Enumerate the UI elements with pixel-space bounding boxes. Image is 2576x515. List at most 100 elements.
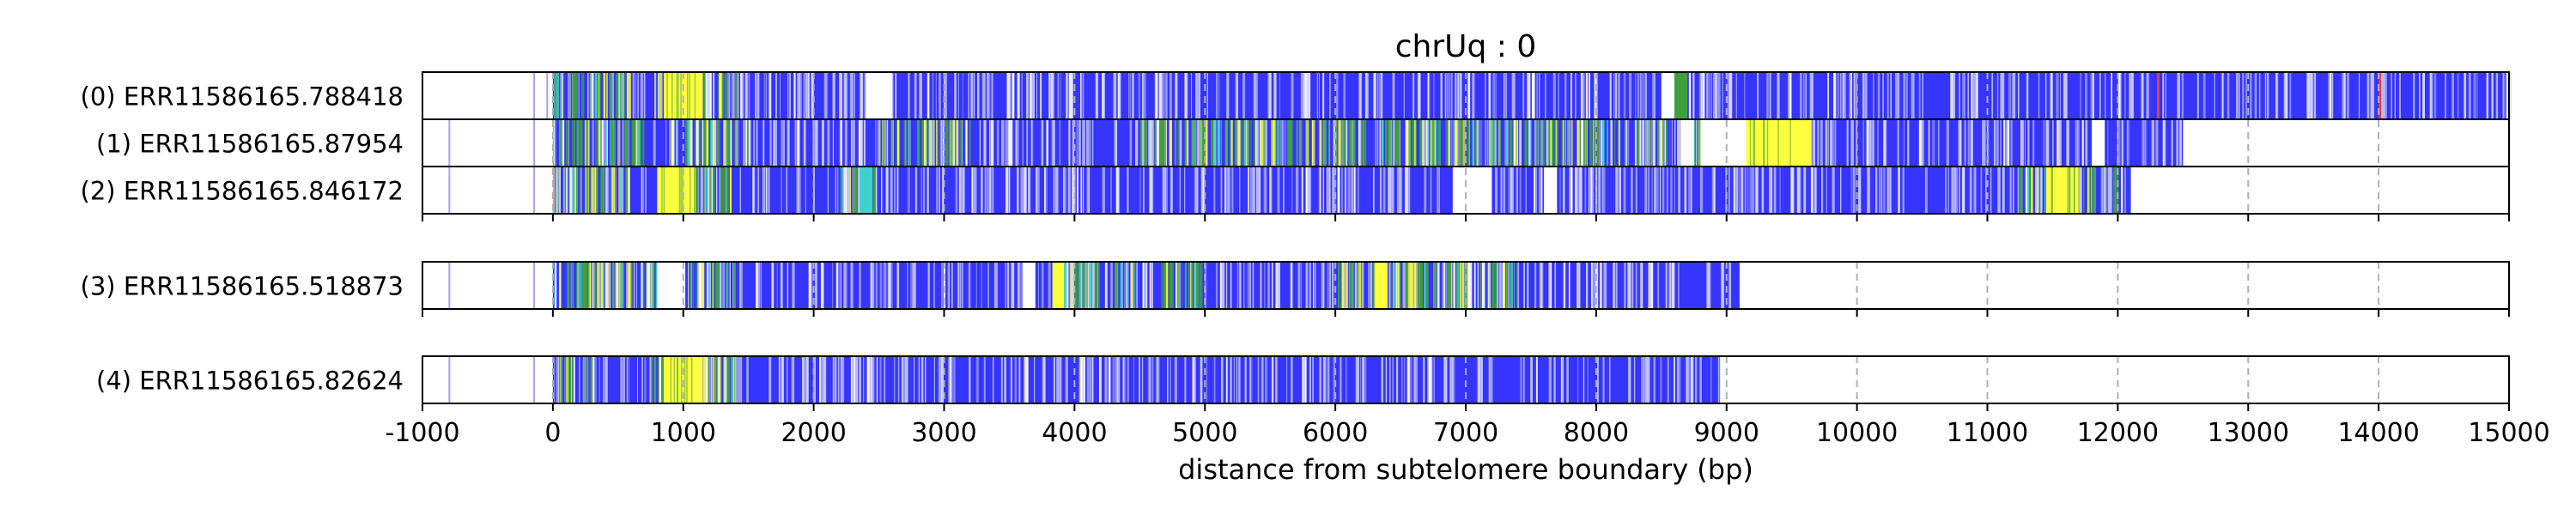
- read-cluster-mark: [1389, 119, 1393, 167]
- read-stripe: [2314, 72, 2317, 119]
- read-cluster-mark: [1504, 262, 1506, 309]
- read-cluster-mark: [1153, 119, 1155, 167]
- read-cluster-mark: [1571, 119, 1573, 167]
- read-cluster-mark: [921, 119, 925, 167]
- read-cluster-mark: [726, 262, 729, 309]
- read-stripe: [1679, 119, 1681, 167]
- read-stripe: [1877, 119, 1879, 167]
- read-stripe: [782, 356, 785, 403]
- read-stripe: [803, 72, 805, 119]
- read-stripe: [787, 262, 788, 309]
- read-stripe: [2111, 72, 2112, 119]
- read-cluster-mark: [1120, 262, 1123, 309]
- read-stripe: [1204, 262, 1207, 309]
- read-stripe: [2254, 72, 2257, 119]
- read-stripe: [2038, 72, 2040, 119]
- read-cluster-mark: [1460, 262, 1462, 309]
- read-stripe: [2045, 119, 2049, 167]
- read-stripe: [954, 72, 957, 119]
- read-stripe: [1757, 72, 1759, 119]
- read-stripe: [1919, 119, 1922, 167]
- read-cluster-mark: [1637, 119, 1639, 167]
- read-stripe: [1708, 262, 1711, 309]
- read-cluster-mark: [1322, 119, 1326, 167]
- read-stripe: [2027, 119, 2030, 167]
- read-stripe: [1562, 167, 1565, 214]
- read-stripe: [1011, 356, 1012, 403]
- x-axis: -1000 0 1000 2000 3000 4000 5000 6000 7000 8000 90…: [385, 214, 2550, 448]
- read-stripe: [1022, 167, 1024, 214]
- read-stripe: [1590, 167, 1593, 214]
- read-stripe: [1042, 356, 1044, 403]
- read-stripe: [748, 119, 751, 167]
- read-cluster-mark: [1126, 262, 1128, 309]
- read-stripe: [1523, 262, 1525, 309]
- read-stripe: [1731, 72, 1733, 119]
- read-stripe: [925, 356, 927, 403]
- read-stripe: [1306, 167, 1309, 214]
- read-cluster-mark: [719, 72, 722, 119]
- read-stripe: [1056, 356, 1060, 403]
- read-stripe: [1685, 356, 1688, 403]
- read-stripe: [890, 72, 894, 119]
- read-cluster-mark: [632, 119, 635, 167]
- read-cluster-mark: [647, 262, 650, 309]
- read-stripe: [1534, 72, 1536, 119]
- read-stripe: [844, 119, 848, 167]
- read-cluster-mark: [1434, 119, 1436, 167]
- read-stripe: [1332, 262, 1334, 309]
- read-cluster-mark: [576, 119, 580, 167]
- read-cluster-mark: [1524, 119, 1528, 167]
- read-stripe: [1839, 72, 1842, 119]
- read-stripe: [1014, 356, 1018, 403]
- read-cluster-mark: [583, 356, 586, 403]
- read-stripe: [1495, 72, 1497, 119]
- read-stripe: [1833, 72, 1837, 119]
- read-segment-stripe: [673, 356, 676, 403]
- read-stripe: [1747, 167, 1749, 214]
- read-cluster-mark: [579, 262, 582, 309]
- read-stripe: [989, 119, 991, 167]
- read-cluster-mark: [1488, 119, 1492, 167]
- read-cluster-mark: [719, 262, 721, 309]
- read-stripe: [1036, 167, 1040, 214]
- x-tick-label: 9000: [1694, 418, 1759, 448]
- read-segment-white: [1452, 167, 1492, 214]
- read-stripe: [1333, 356, 1336, 403]
- read-stripe: [1242, 72, 1246, 119]
- read-stripe: [987, 262, 989, 309]
- read-stripe: [2372, 72, 2375, 119]
- read-cluster-mark: [1305, 119, 1308, 167]
- read-stripe: [1124, 262, 1125, 309]
- read-cluster-mark: [1455, 119, 1458, 167]
- read-stripe: [1367, 72, 1370, 119]
- read-stripe: [896, 167, 899, 214]
- read-stripe: [1585, 72, 1588, 119]
- read-stripe: [1151, 262, 1153, 309]
- read-stripe: [637, 72, 639, 119]
- read-stripe: [1277, 167, 1279, 214]
- read-cluster-mark: [1433, 262, 1437, 309]
- read-cluster-mark: [1393, 262, 1395, 309]
- read-cluster-mark: [625, 119, 629, 167]
- read-cluster-mark: [1211, 119, 1213, 167]
- read-stripe: [1463, 262, 1465, 309]
- read-cluster-mark: [628, 72, 631, 119]
- read-stripe: [877, 119, 879, 167]
- read-stripe: [602, 119, 605, 167]
- read-stripe: [1520, 356, 1523, 403]
- read-cluster-mark: [729, 119, 732, 167]
- read-stripe: [1336, 72, 1339, 119]
- read-stripe: [933, 119, 935, 167]
- read-stripe: [845, 262, 847, 309]
- read-stripe: [1059, 119, 1061, 167]
- read-cluster-mark: [1481, 262, 1485, 309]
- read-label-3: (3) ERR11586165.518873: [81, 272, 404, 301]
- read-cluster-mark: [1161, 262, 1163, 309]
- read-stripe: [1571, 72, 1572, 119]
- read-stripe: [762, 119, 765, 167]
- read-cluster-mark: [560, 119, 562, 167]
- read-stripe: [2009, 167, 2012, 214]
- read-stripe: [793, 72, 796, 119]
- read-stripe: [1472, 72, 1475, 119]
